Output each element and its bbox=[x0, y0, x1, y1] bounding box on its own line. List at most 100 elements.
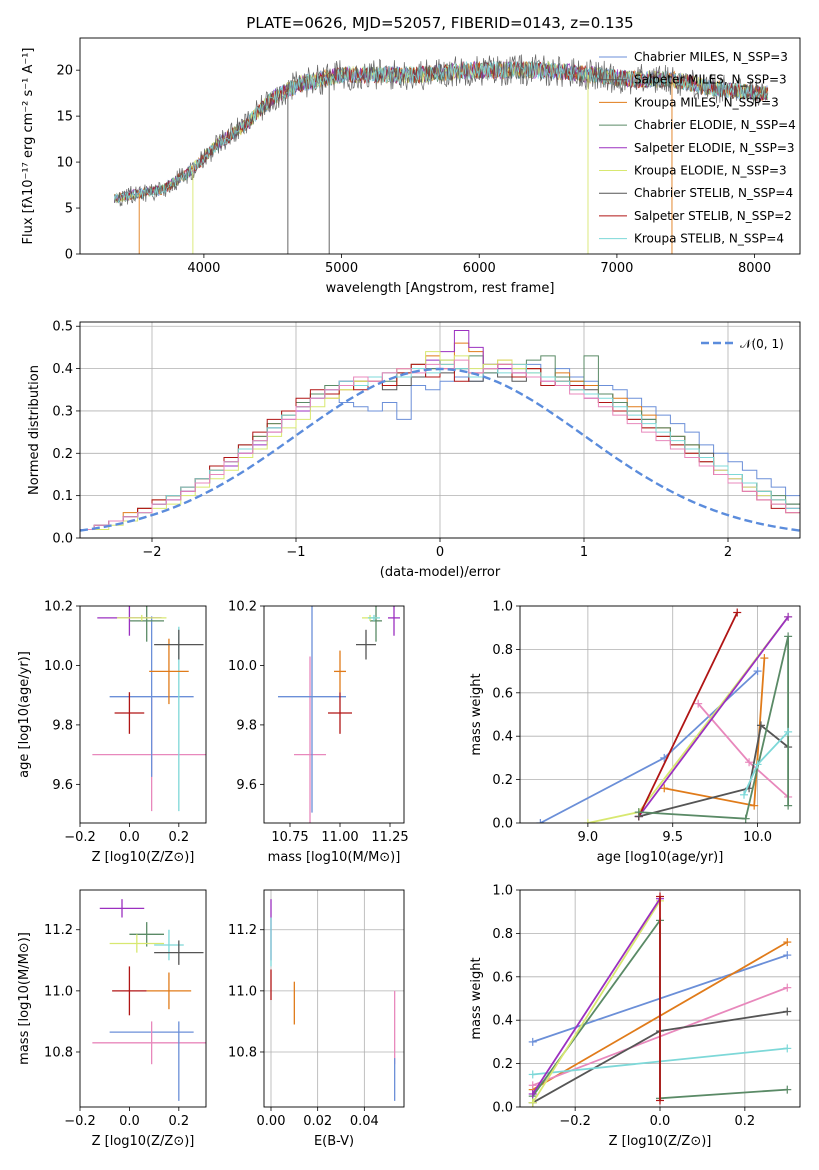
axes-frame bbox=[79, 605, 207, 824]
y-tick-label: 10.0 bbox=[228, 659, 257, 674]
x-axis-label: wavelength [Angstrom, rest frame] bbox=[326, 281, 555, 296]
figure-title: PLATE=0626, MJD=52057, FIBERID=0143, z=0… bbox=[246, 14, 633, 32]
panel-mass_vs_Z: −0.2 0.0 0.2 10.8 11.0 11.2 Z [log10(Z/Z⊙)] mas… bbox=[17, 889, 207, 1149]
legend-label: Kroupa STELIB, N_SSP=4 bbox=[634, 232, 784, 246]
y-tick-label: 9.6 bbox=[236, 778, 257, 793]
x-axis-label: (data-model)/error bbox=[380, 565, 501, 580]
panel-weight_vs_age: 9.0 9.5 10.0 0.0 0.2 0.4 0.6 0.8 1.0 age [log10(a… bbox=[469, 600, 801, 865]
x-tick-label: 0.2 bbox=[168, 1114, 189, 1129]
x-tick-label: 10.75 bbox=[271, 830, 308, 845]
x-tick-label: −0.2 bbox=[64, 1114, 96, 1129]
plot-area bbox=[528, 892, 792, 1107]
plot-area bbox=[270, 899, 396, 1101]
y-tick-label: 5 bbox=[65, 202, 73, 217]
x-tick-label: 0.0 bbox=[119, 830, 140, 845]
y-tick-label: 11.0 bbox=[228, 984, 257, 999]
y-axis-label: mass weight bbox=[469, 957, 484, 1039]
y-tick-label: 0.8 bbox=[492, 643, 513, 658]
histogram-step bbox=[80, 359, 800, 538]
axes-frame bbox=[519, 605, 801, 824]
y-axis-label: mass [log10(M/M⊙)] bbox=[17, 932, 32, 1065]
y-tick-label: 0.3 bbox=[52, 404, 73, 419]
axes-frame bbox=[79, 889, 207, 1108]
legend-label: Chabrier MILES, N_SSP=3 bbox=[634, 50, 788, 64]
weight-line bbox=[638, 723, 789, 818]
weight-line bbox=[531, 900, 661, 1104]
x-tick-label: 1 bbox=[580, 545, 588, 560]
x-axis-label: mass [log10(M/M⊙)] bbox=[268, 850, 401, 865]
y-tick-label: 0.0 bbox=[492, 817, 513, 832]
y-tick-label: 10.8 bbox=[228, 1045, 257, 1060]
y-tick-label: 9.6 bbox=[52, 778, 73, 793]
plot-area bbox=[80, 329, 800, 538]
x-tick-label: 0.04 bbox=[350, 1114, 379, 1129]
x-tick-label: 0 bbox=[436, 545, 444, 560]
y-tick-label: 0.1 bbox=[52, 489, 73, 504]
y-tick-label: 10.8 bbox=[44, 1045, 73, 1060]
panel-mass_vs_EBV: 0.00 0.02 0.04 10.8 11.0 11.2 E(B-V) bbox=[228, 889, 405, 1149]
axes-frame bbox=[263, 889, 405, 1108]
x-axis-label: Z [log10(Z/Z⊙)] bbox=[609, 1134, 712, 1149]
y-tick-label: 0.6 bbox=[492, 970, 513, 985]
legend-label: Chabrier STELIB, N_SSP=4 bbox=[634, 186, 793, 200]
axes-frame bbox=[79, 37, 801, 255]
legend-label: Chabrier ELODIE, N_SSP=4 bbox=[634, 118, 796, 132]
y-tick-label: 0.2 bbox=[492, 773, 513, 788]
y-tick-label: 0.4 bbox=[492, 1014, 513, 1029]
panel-age_vs_mass: 10.75 11.00 11.25 9.6 9.8 10.0 10.2 mass [log10… bbox=[228, 600, 409, 866]
x-tick-label: 11.25 bbox=[371, 830, 408, 845]
y-tick-label: 0.8 bbox=[492, 927, 513, 942]
panel-spectrum: 4000 5000 6000 7000 8000 0 5 10 15 20 wavelength [… bbox=[21, 37, 801, 296]
x-tick-label: 9.5 bbox=[662, 830, 683, 845]
x-tick-label: 8000 bbox=[738, 261, 771, 276]
axes-frame bbox=[79, 321, 801, 539]
legend-label: Salpeter STELIB, N_SSP=2 bbox=[634, 209, 792, 223]
y-axis-label: age [log10(age/yr)] bbox=[17, 651, 32, 778]
y-tick-label: 9.8 bbox=[236, 718, 257, 733]
x-tick-label: 0.02 bbox=[303, 1114, 332, 1129]
x-tick-label: 0.0 bbox=[119, 1114, 140, 1129]
y-tick-label: 0.2 bbox=[52, 447, 73, 462]
spectrum-line bbox=[114, 61, 769, 204]
plot-area bbox=[114, 54, 769, 254]
panel-residuals: −2 −1 0 1 2 0.0 0.1 0.2 0.3 0.4 0.5 (data-model)/er… bbox=[27, 320, 801, 580]
legend-label: Kroupa MILES, N_SSP=3 bbox=[634, 95, 779, 109]
plot-area bbox=[92, 606, 206, 812]
plot-area bbox=[536, 608, 793, 823]
y-tick-label: 0.4 bbox=[52, 362, 73, 377]
weight-line bbox=[638, 636, 789, 820]
x-axis-label: Z [log10(Z/Z⊙)] bbox=[92, 850, 195, 865]
legend-label: 𝒩(0, 1) bbox=[740, 337, 784, 351]
x-tick-label: 5000 bbox=[325, 261, 358, 276]
x-axis-label: age [log10(age/yr)] bbox=[597, 850, 724, 865]
y-tick-label: 1.0 bbox=[492, 600, 513, 615]
histogram-step bbox=[80, 363, 800, 538]
y-tick-label: 15 bbox=[56, 110, 73, 125]
x-axis-label: Z [log10(Z/Z⊙)] bbox=[92, 1134, 195, 1149]
x-tick-label: 2 bbox=[724, 545, 732, 560]
x-tick-label: 0.2 bbox=[735, 1114, 756, 1129]
x-tick-label: 7000 bbox=[600, 261, 633, 276]
legend-label: Kroupa ELODIE, N_SSP=3 bbox=[634, 164, 787, 178]
weight-line bbox=[638, 616, 789, 818]
legend-label: Salpeter ELODIE, N_SSP=3 bbox=[634, 141, 795, 155]
y-tick-label: 11.2 bbox=[44, 923, 73, 938]
y-axis-label: Normed distribution bbox=[27, 365, 42, 495]
y-tick-label: 0 bbox=[65, 248, 73, 263]
x-tick-label: −1 bbox=[286, 545, 305, 560]
legend-label: Salpeter MILES, N_SSP=3 bbox=[634, 73, 787, 87]
x-tick-label: 10.0 bbox=[743, 830, 772, 845]
x-tick-label: 6000 bbox=[463, 261, 496, 276]
x-axis-label: E(B-V) bbox=[314, 1134, 354, 1149]
plot-area bbox=[92, 899, 206, 1101]
y-tick-label: 20 bbox=[56, 64, 73, 79]
weight-line bbox=[637, 612, 739, 817]
y-tick-label: 0.5 bbox=[52, 320, 73, 335]
x-tick-label: −0.2 bbox=[64, 830, 96, 845]
y-tick-label: 10 bbox=[56, 156, 73, 171]
y-tick-label: 0.6 bbox=[492, 686, 513, 701]
panel-age_vs_Z: −0.2 0.0 0.2 9.6 9.8 10.0 10.2 Z [log10(Z/Z⊙)] a… bbox=[17, 600, 207, 865]
y-axis-label: Flux [fλ10⁻¹⁷ erg cm⁻² s⁻¹ A⁻¹] bbox=[21, 48, 36, 245]
y-tick-label: 10.2 bbox=[228, 600, 257, 615]
